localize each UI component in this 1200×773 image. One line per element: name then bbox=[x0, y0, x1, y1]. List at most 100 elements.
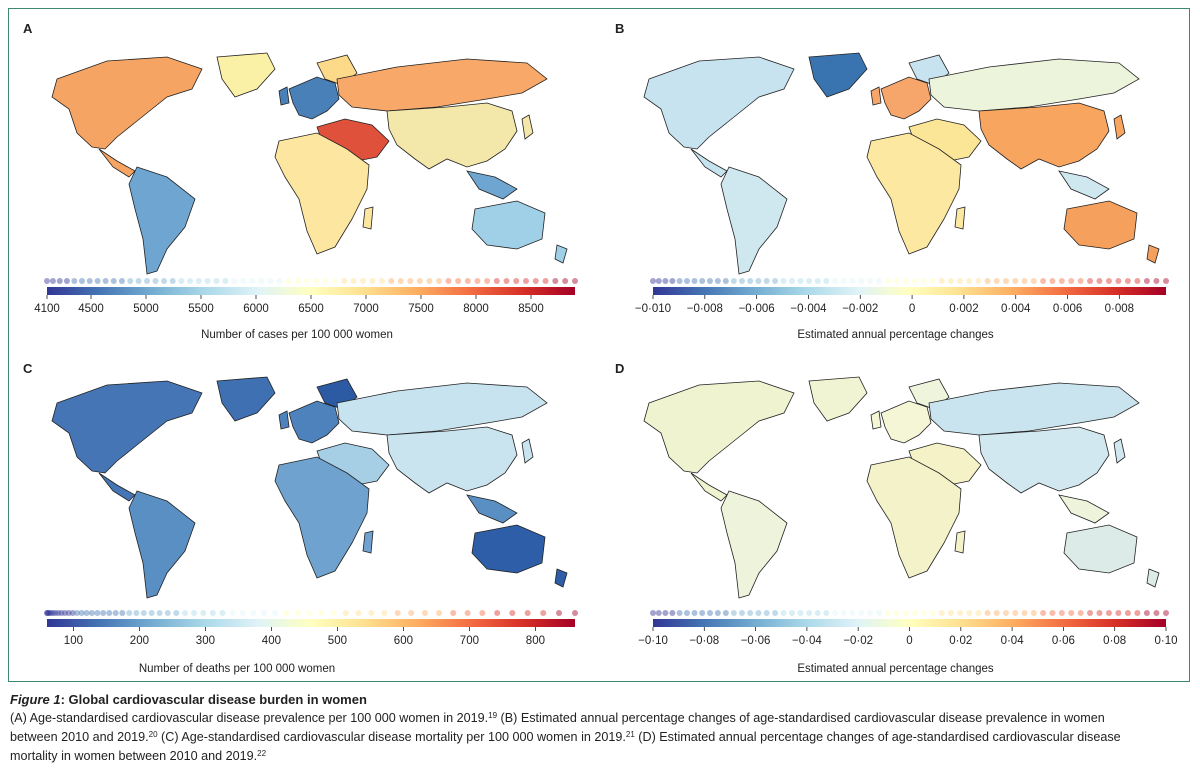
data-point bbox=[849, 278, 856, 284]
tick-label: 4500 bbox=[78, 303, 104, 315]
data-point bbox=[1030, 278, 1037, 284]
data-point bbox=[1105, 610, 1112, 616]
panel-d: D −0·10 −0·08 −0·06 −0·04 −0·02 0 0·02 0·04 0·06… bbox=[601, 347, 1191, 682]
data-point bbox=[44, 610, 51, 616]
data-point bbox=[509, 610, 516, 616]
region-greenland bbox=[216, 52, 276, 98]
data-point bbox=[540, 610, 547, 616]
data-point bbox=[1087, 278, 1094, 284]
data-point bbox=[947, 278, 954, 284]
region-eu bbox=[288, 76, 340, 120]
panel-letter: B bbox=[615, 21, 625, 36]
data-point bbox=[1153, 610, 1160, 616]
data-point bbox=[1002, 278, 1009, 284]
data-point bbox=[250, 610, 257, 616]
data-point bbox=[747, 278, 754, 284]
region-uk bbox=[278, 86, 290, 106]
region-oz bbox=[1063, 524, 1138, 574]
data-point bbox=[56, 278, 63, 284]
data-point bbox=[1077, 278, 1084, 284]
data-point bbox=[455, 278, 462, 284]
region-russia bbox=[928, 58, 1140, 112]
data-point bbox=[683, 278, 690, 284]
data-point bbox=[426, 278, 433, 284]
region-uk bbox=[870, 86, 882, 106]
data-point bbox=[368, 610, 375, 616]
data-point bbox=[797, 610, 804, 616]
region-nz bbox=[554, 568, 568, 588]
tick-label: 8500 bbox=[518, 303, 544, 315]
data-point bbox=[691, 278, 698, 284]
reference: 21 bbox=[625, 730, 635, 739]
data-point bbox=[984, 278, 991, 284]
region-mad bbox=[362, 530, 374, 554]
data-point bbox=[267, 278, 274, 284]
data-point bbox=[119, 610, 126, 616]
data-point bbox=[823, 610, 830, 616]
panel-letter: A bbox=[23, 21, 33, 36]
data-point bbox=[388, 278, 395, 284]
data-point bbox=[100, 610, 107, 616]
tick-label: 0·10 bbox=[1154, 635, 1177, 647]
data-point bbox=[875, 610, 882, 616]
region-africa bbox=[866, 456, 962, 579]
data-point bbox=[806, 278, 813, 284]
tick-label: −0·04 bbox=[792, 635, 822, 647]
data-point bbox=[780, 278, 787, 284]
data-point bbox=[394, 610, 401, 616]
panel-letter: D bbox=[615, 361, 625, 376]
data-point bbox=[69, 610, 76, 616]
data-point bbox=[493, 278, 500, 284]
caption-title-text: Global cardiovascular disease burden in … bbox=[68, 692, 367, 707]
data-point bbox=[148, 610, 155, 616]
data-point bbox=[330, 610, 337, 616]
data-point bbox=[763, 610, 770, 616]
panel-a: A 4100 4500 5000 5500 6000 6500 7000 7500 8000 85… bbox=[9, 9, 599, 344]
data-point bbox=[140, 610, 147, 616]
data-point bbox=[755, 610, 762, 616]
tick-label: 7500 bbox=[408, 303, 434, 315]
region-sea bbox=[1058, 170, 1110, 200]
data-point bbox=[722, 610, 729, 616]
region-greenland bbox=[808, 52, 868, 98]
data-point bbox=[55, 610, 62, 616]
data-point bbox=[849, 610, 856, 616]
data-point bbox=[902, 610, 909, 616]
data-point bbox=[788, 278, 795, 284]
caption-text: (B) Estimated annual percentage changes … bbox=[497, 711, 1105, 725]
data-point bbox=[1012, 278, 1019, 284]
data-point bbox=[893, 610, 900, 616]
data-point bbox=[71, 278, 78, 284]
color-bar bbox=[47, 287, 575, 295]
data-point bbox=[112, 610, 119, 616]
data-point bbox=[1030, 610, 1037, 616]
data-point bbox=[94, 610, 101, 616]
data-point bbox=[683, 610, 690, 616]
data-point bbox=[44, 610, 50, 616]
data-point bbox=[1068, 278, 1075, 284]
data-point bbox=[911, 610, 918, 616]
data-point bbox=[219, 610, 226, 616]
data-point bbox=[294, 610, 301, 616]
data-point bbox=[902, 278, 909, 284]
data-point bbox=[1058, 610, 1065, 616]
region-japan bbox=[1113, 114, 1126, 140]
caption-title: Figure 1: Global cardiovascular disease … bbox=[10, 692, 367, 707]
region-oz bbox=[471, 200, 546, 250]
data-point bbox=[209, 610, 216, 616]
reference: 22 bbox=[257, 749, 267, 758]
data-point bbox=[858, 610, 865, 616]
world-map bbox=[643, 52, 1160, 275]
data-point bbox=[655, 610, 662, 616]
data-point bbox=[503, 278, 510, 284]
data-point bbox=[832, 610, 839, 616]
region-americas bbox=[643, 56, 795, 150]
data-point bbox=[74, 610, 81, 616]
caption-label: Figure 1 bbox=[10, 692, 61, 707]
data-point bbox=[294, 278, 301, 284]
data-point bbox=[164, 610, 171, 616]
region-mad bbox=[954, 206, 966, 230]
color-bar bbox=[653, 287, 1166, 295]
tick-label: 7000 bbox=[353, 303, 379, 315]
data-point bbox=[662, 278, 669, 284]
